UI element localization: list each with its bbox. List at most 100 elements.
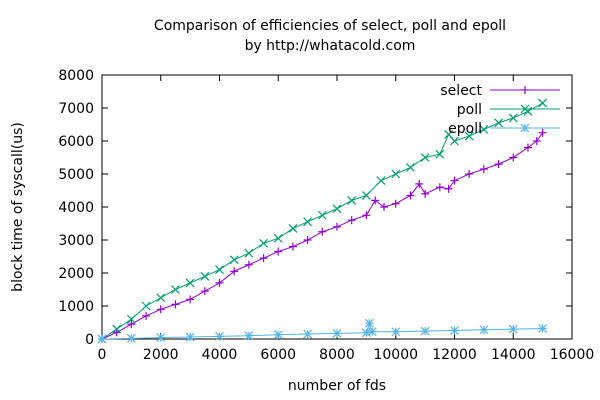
- data-point-epoll: [367, 327, 377, 337]
- data-point-poll: [538, 98, 548, 108]
- data-point-poll: [406, 162, 415, 172]
- data-point-poll: [244, 248, 254, 258]
- series-line-poll: [101, 102, 543, 340]
- data-point-epoll: [185, 332, 195, 342]
- legend-label-epoll: epoll: [448, 121, 482, 137]
- data-point-epoll: [303, 329, 313, 339]
- data-point-epoll: [126, 333, 136, 343]
- data-point-poll: [317, 210, 327, 220]
- data-point-select: [538, 128, 547, 137]
- data-point-poll: [450, 136, 459, 146]
- data-point-select: [142, 311, 151, 320]
- data-point-select: [532, 137, 541, 145]
- data-point-select: [156, 305, 165, 314]
- legend-marker-epoll: [520, 123, 530, 133]
- x-axis-label: number of fds: [288, 378, 386, 394]
- data-point-poll: [273, 233, 283, 243]
- data-point-poll: [347, 195, 357, 205]
- data-point-epoll: [156, 333, 166, 343]
- data-point-select: [259, 254, 268, 263]
- data-point-poll: [361, 191, 371, 200]
- y-tick-label: 0: [85, 332, 94, 348]
- data-point-poll: [479, 125, 489, 134]
- x-axis: 0 2000 4000 6000 8000 10000 12000 14000 16000: [98, 75, 595, 363]
- data-point-select: [200, 287, 209, 296]
- data-point-select: [380, 203, 388, 211]
- data-point-select: [391, 199, 400, 208]
- data-point-epoll: [273, 330, 283, 340]
- y-axis: 0 1000 2000 3000 4000 5000 6000 7000 8000: [58, 68, 572, 348]
- data-point-select: [288, 242, 297, 251]
- data-point-select: [523, 143, 532, 152]
- data-point-epoll: [97, 334, 107, 344]
- data-point-epoll: [538, 324, 548, 333]
- data-point-poll: [156, 293, 166, 303]
- data-point-select: [444, 184, 453, 193]
- data-point-select: [406, 191, 415, 200]
- x-tick-label: 6000: [260, 347, 296, 363]
- data-point-epoll: [479, 325, 489, 335]
- data-point-select: [347, 216, 356, 225]
- y-tick-label: 5000: [58, 167, 94, 183]
- x-tick-label: 4000: [202, 347, 238, 363]
- x-tick-label: 0: [98, 347, 107, 363]
- y-tick-label: 8000: [58, 68, 94, 84]
- legend-marker-poll: [520, 104, 530, 114]
- y-tick-label: 2000: [58, 266, 94, 282]
- data-point-select: [479, 165, 488, 174]
- chart-subtitle: by http://whatacold.com: [245, 38, 416, 54]
- data-point-poll: [303, 217, 313, 227]
- legend-label-select: select: [440, 83, 482, 99]
- data-point-select: [509, 153, 518, 162]
- data-point-poll: [215, 265, 224, 275]
- data-point-poll: [141, 301, 151, 311]
- x-tick-label: 16000: [550, 347, 595, 363]
- data-point-poll: [112, 324, 122, 334]
- data-point-select: [186, 295, 195, 304]
- y-axis-label: block time of syscall(us): [10, 122, 26, 292]
- data-point-poll: [391, 169, 401, 179]
- series-line-epoll: [101, 321, 543, 340]
- x-tick-label: 10000: [373, 347, 418, 363]
- data-point-select: [435, 183, 444, 192]
- y-tick-label: 1000: [58, 299, 94, 315]
- x-tick-label: 12000: [432, 347, 477, 363]
- data-point-epoll: [508, 324, 518, 334]
- data-point-epoll: [450, 325, 459, 335]
- data-point-poll: [332, 204, 342, 214]
- data-point-select: [362, 211, 371, 220]
- y-tick-label: 6000: [58, 134, 94, 150]
- data-point-select: [318, 227, 327, 236]
- data-point-select: [171, 300, 180, 309]
- y-tick-label: 4000: [58, 200, 94, 216]
- data-point-select: [303, 236, 312, 244]
- data-point-select: [127, 320, 136, 329]
- data-point-epoll: [332, 328, 342, 338]
- data-point-poll: [126, 314, 136, 324]
- data-point-poll: [171, 285, 180, 294]
- data-point-select: [415, 179, 424, 188]
- legend-marker-select: [521, 86, 529, 94]
- data-point-select: [450, 176, 459, 185]
- data-point-epoll: [244, 331, 254, 341]
- data-point-poll: [464, 131, 474, 141]
- data-point-poll: [494, 118, 503, 128]
- data-point-poll: [229, 255, 239, 265]
- data-point-select: [465, 170, 474, 178]
- data-point-select: [244, 260, 253, 269]
- data-point-select: [421, 189, 430, 198]
- legend-label-poll: poll: [457, 102, 482, 118]
- chart-title: Comparison of efficiencies of select, po…: [154, 18, 506, 34]
- data-point-select: [333, 222, 341, 231]
- data-point-poll: [435, 149, 445, 159]
- x-tick-label: 2000: [143, 347, 179, 363]
- data-point-epoll: [361, 328, 371, 338]
- y-tick-label: 3000: [58, 233, 94, 249]
- series-line-select: [101, 132, 544, 340]
- data-point-select: [494, 160, 503, 169]
- data-point-select: [215, 278, 224, 287]
- x-tick-label: 8000: [319, 347, 355, 363]
- x-tick-label: 14000: [491, 347, 536, 363]
- data-point-poll: [376, 176, 386, 186]
